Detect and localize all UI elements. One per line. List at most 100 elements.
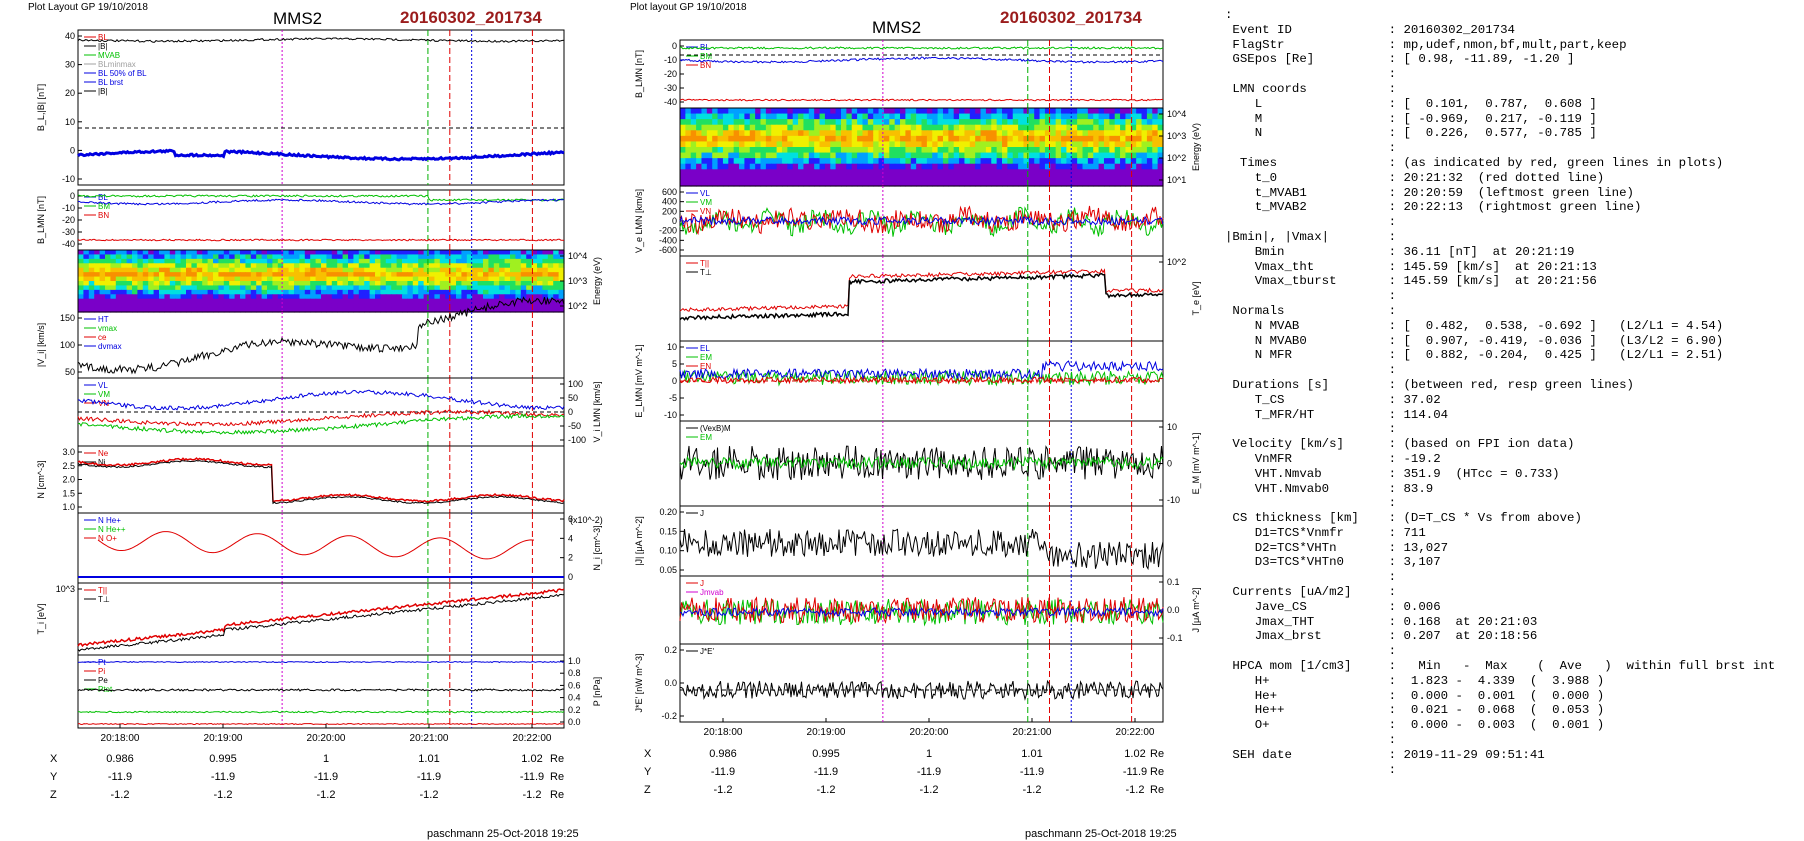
spectrogram-cell xyxy=(765,163,772,170)
spectrogram-cell xyxy=(261,298,268,304)
spectrogram-cell xyxy=(1152,135,1159,143)
spectrogram-cell xyxy=(819,163,826,170)
spectrogram-cell xyxy=(1087,147,1094,154)
spectrogram-cell xyxy=(964,163,971,170)
y-tick-label: 2.0 xyxy=(62,475,75,485)
spectrogram-cell xyxy=(798,152,805,159)
spectrogram-cell xyxy=(680,152,686,159)
spectrogram-cell xyxy=(830,141,837,148)
spectrogram-cell xyxy=(369,303,376,309)
spectrogram-cell xyxy=(369,258,376,264)
spectrogram-cell xyxy=(110,307,117,313)
spectrogram-cell xyxy=(1125,174,1132,182)
spectrogram-cell xyxy=(402,285,408,291)
mid-spacecraft: MMS2 xyxy=(872,18,922,37)
spectrogram-cell xyxy=(1082,158,1089,165)
spectrogram-cell xyxy=(402,307,408,313)
spectrogram-cell xyxy=(900,169,906,176)
spectrogram-cell xyxy=(202,307,209,313)
spectrogram-cell xyxy=(835,135,842,143)
orbit-unit: Re xyxy=(550,753,564,765)
spectrogram-cell xyxy=(94,258,101,264)
spectrogram-cell xyxy=(1098,108,1105,115)
spectrogram-cell xyxy=(164,272,171,278)
ni-series xyxy=(77,459,565,505)
spectrogram-cell xyxy=(132,303,138,309)
spectrogram-cell xyxy=(1007,124,1014,131)
spectrogram-cell xyxy=(375,254,381,260)
spectrogram-cell xyxy=(969,130,976,137)
spectrogram-cell xyxy=(942,163,949,170)
spectrogram-cell xyxy=(975,152,982,159)
spectrogram-cell xyxy=(126,285,133,291)
spectrogram-cell xyxy=(402,267,408,273)
spectrogram-cell xyxy=(164,298,171,304)
spectrogram-cell xyxy=(819,119,826,126)
spectrogram-cell xyxy=(1050,180,1057,187)
spectrogram-cell xyxy=(88,258,95,264)
spectrogram-cell xyxy=(418,267,425,273)
spectrogram-cell xyxy=(991,163,998,170)
spectrogram-cell xyxy=(975,147,982,154)
spectrogram-cell xyxy=(803,113,810,120)
spectrogram-cell xyxy=(1136,113,1143,120)
spectrogram-cell xyxy=(883,180,890,187)
spectrogram-cell xyxy=(1152,169,1159,176)
spectrogram-cell xyxy=(1002,180,1008,187)
spectrogram-cell xyxy=(1114,135,1121,143)
spectrogram-cell xyxy=(712,141,719,148)
spectrogram-cell xyxy=(229,276,236,282)
spectrogram-cell xyxy=(1141,169,1148,176)
spectrogram-cell xyxy=(218,298,225,304)
spectrogram-cell xyxy=(1077,141,1084,148)
spectrogram-cell xyxy=(1114,119,1121,126)
spectrogram-cell xyxy=(867,152,874,159)
spectrogram-cell xyxy=(180,272,187,278)
spectrogram-cell xyxy=(294,285,300,291)
spectrogram-cell xyxy=(283,250,290,256)
spectrogram-cell xyxy=(83,307,90,313)
spectrogram-cell xyxy=(547,258,554,264)
spectrogram-cell xyxy=(1141,163,1148,170)
spectrogram-cell xyxy=(499,307,506,313)
spectrogram-cell xyxy=(701,158,708,165)
spectrogram-cell xyxy=(1039,113,1046,120)
y-axis-label: E_LMN [mV m^-1] xyxy=(634,344,644,417)
spectrogram-cell xyxy=(771,180,778,187)
spectrogram-cell xyxy=(706,158,713,165)
spectrogram-cell xyxy=(739,130,745,137)
summary-line: D1=TCS*Vnmfr : 711 xyxy=(1225,525,1426,540)
spectrogram-cell xyxy=(385,298,392,304)
spectrogram-cell xyxy=(894,141,901,148)
spectrogram-cell xyxy=(110,254,117,260)
spectrogram-cell xyxy=(450,307,457,313)
legend-entry: |B| xyxy=(98,87,108,96)
spectrogram-cell xyxy=(964,152,971,159)
spectrogram-cell xyxy=(461,267,468,273)
spectrogram-cell xyxy=(1050,119,1057,126)
spectrogram-cell xyxy=(202,254,209,260)
spectrogram-cell xyxy=(808,174,815,182)
spectrogram-cell xyxy=(380,263,387,269)
spectrogram-cell xyxy=(520,307,527,313)
spectrogram-cell xyxy=(110,267,117,273)
spectrogram-cell xyxy=(749,152,756,159)
spectrogram-cell xyxy=(1152,152,1159,159)
spectrogram-cell xyxy=(1002,152,1008,159)
spectrogram-cell xyxy=(1012,158,1019,165)
spectrogram-cell xyxy=(537,307,543,313)
spectrogram-cell xyxy=(429,294,435,300)
summary-line: Currents [uA/m2] : xyxy=(1225,585,1397,600)
spectrogram-cell xyxy=(996,163,1003,170)
y-axis-label: N [cm^-3] xyxy=(36,460,46,498)
spectrogram-cell xyxy=(1098,124,1105,131)
y-tick-label: 10^3 xyxy=(56,584,75,594)
spectrogram-cell xyxy=(520,298,527,304)
spectrogram-cell xyxy=(229,294,236,300)
y-tick-label: 10^2 xyxy=(568,301,587,311)
spectrogram-cell xyxy=(380,285,387,291)
spectrogram-cell xyxy=(461,303,468,309)
summary-line: Times : (as indicated by red, green line… xyxy=(1225,155,1724,170)
spectrogram-cell xyxy=(450,285,457,291)
spectrogram-cell xyxy=(980,174,987,182)
